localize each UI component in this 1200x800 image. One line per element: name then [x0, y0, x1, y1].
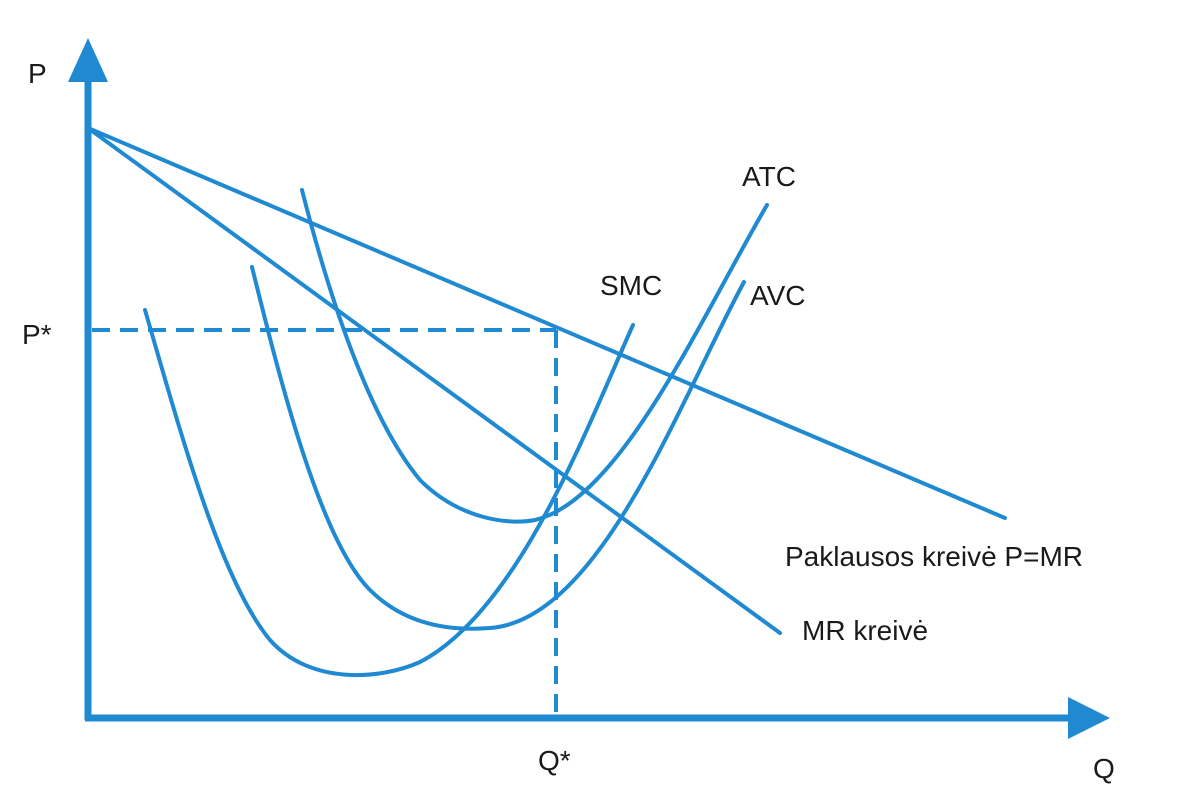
equilibrium-guides — [92, 328, 558, 716]
demand-curve-label: Paklausos kreivė P=MR — [785, 541, 1083, 572]
y-axis-arrowhead — [68, 38, 108, 82]
x-axis-arrowhead — [1068, 697, 1110, 739]
quantity-marker-label: Q* — [538, 745, 571, 776]
x-axis-label: Q — [1093, 753, 1115, 784]
axes — [68, 38, 1110, 739]
mr-curve-label: MR kreivė — [802, 615, 928, 646]
labels: P Q P* Q* ATC SMC AVC Paklausos kreivė P… — [22, 58, 1115, 784]
smc-curve — [143, 308, 635, 678]
smc-label: SMC — [600, 270, 662, 301]
y-axis-label: P — [28, 58, 47, 89]
atc-label: ATC — [742, 161, 796, 192]
avc-curve — [250, 265, 746, 631]
atc-curve — [300, 188, 769, 524]
curves — [86, 126, 1007, 678]
mr-curve — [86, 126, 782, 635]
avc-label: AVC — [750, 280, 806, 311]
demand-curve — [86, 126, 1007, 520]
price-marker-label: P* — [22, 319, 52, 350]
